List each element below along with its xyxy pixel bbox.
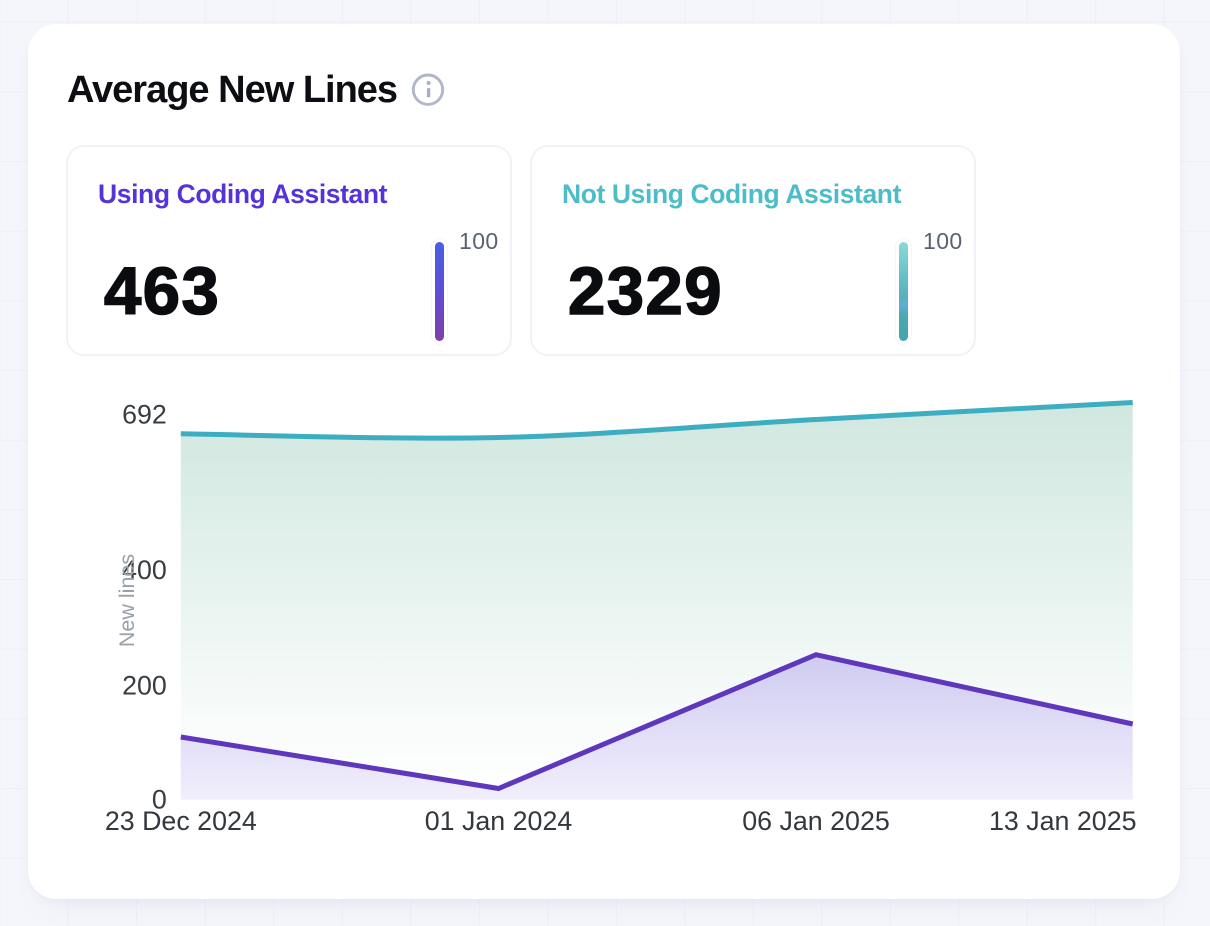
svg-text:200: 200 (122, 671, 167, 701)
svg-text:New lines: New lines (115, 554, 139, 647)
svg-text:0: 0 (152, 784, 167, 814)
svg-text:06 Jan 2025: 06 Jan 2025 (742, 806, 890, 836)
svg-text:692: 692 (122, 399, 167, 429)
svg-text:400: 400 (122, 555, 167, 585)
svg-text:01 Jan 2024: 01 Jan 2024 (425, 806, 573, 836)
svg-text:23 Dec 2024: 23 Dec 2024 (105, 806, 257, 836)
svg-text:13 Jan 2025: 13 Jan 2025 (989, 806, 1137, 836)
